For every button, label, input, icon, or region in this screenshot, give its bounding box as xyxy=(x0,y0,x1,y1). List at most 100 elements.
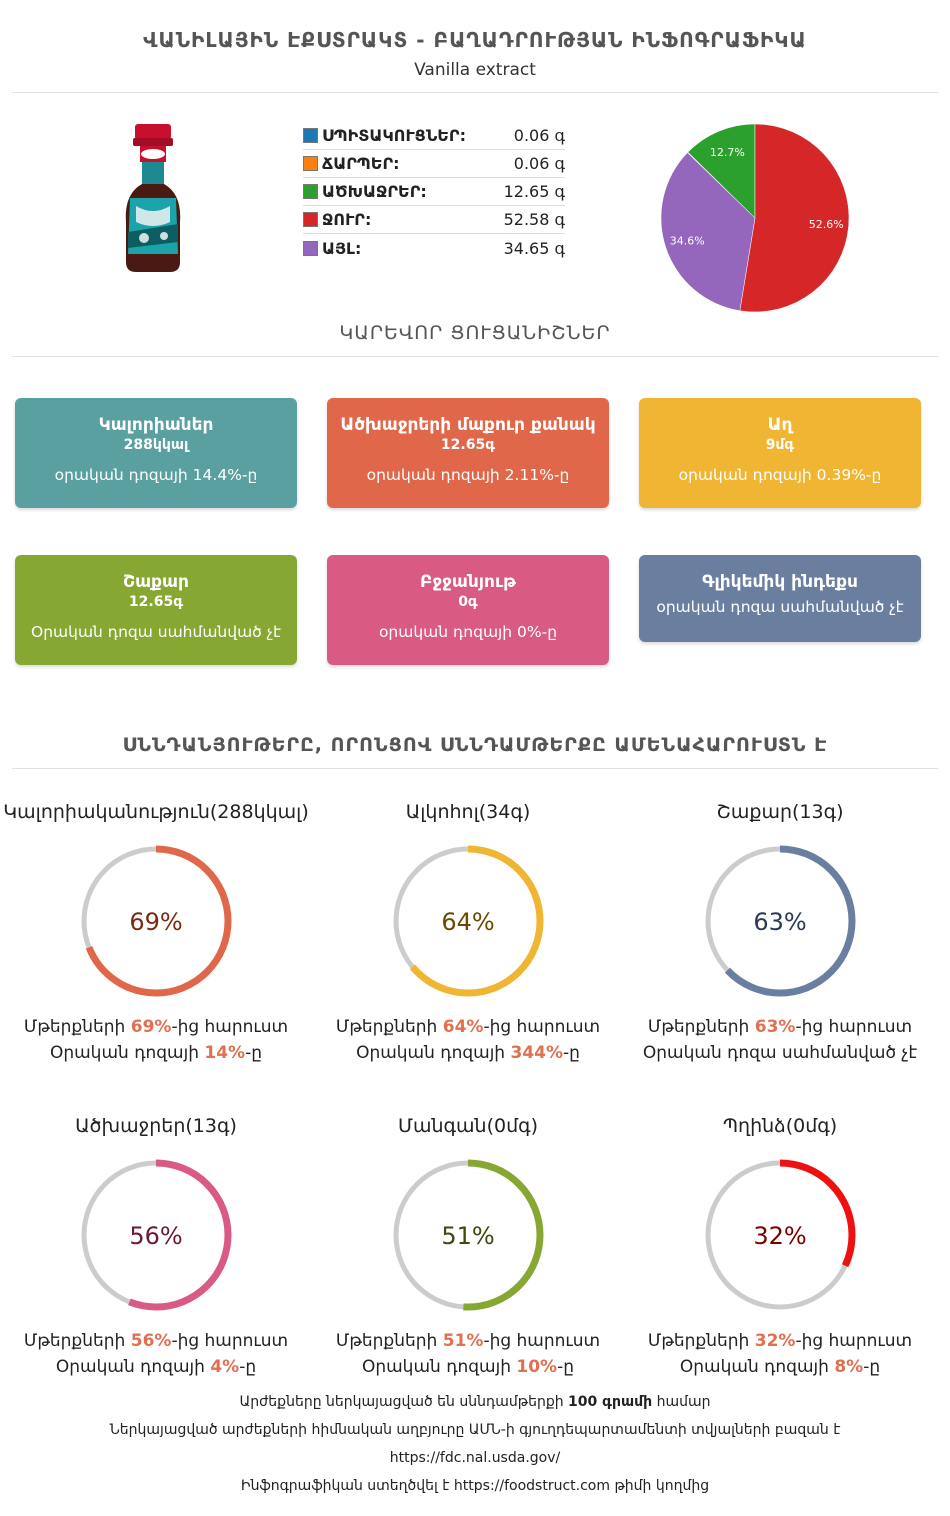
pie-slice-label: 52.6% xyxy=(809,218,844,231)
donut-title: Պղինձ(0մգ) xyxy=(722,1115,838,1137)
card-daily: Օրական դոզա սահմանված չէ xyxy=(31,623,281,641)
card-name: Բջջանյութ xyxy=(420,572,516,592)
donut-chart: 69% xyxy=(80,845,232,997)
donut-percent-label: 51% xyxy=(441,1222,494,1250)
donut-percent-label: 63% xyxy=(753,908,806,936)
composition-value: 34.65 գ xyxy=(503,238,565,258)
card-amount: 12.65գ xyxy=(128,594,184,610)
carbs-swatch xyxy=(303,184,318,199)
card-net-carbs: Ածխաջրերի մաքուր քանակ 12.65գ օրական դոզ… xyxy=(327,398,609,508)
donut-title: Ալկոհոլ(34գ) xyxy=(405,801,531,823)
pie-slice-label: 34.6% xyxy=(670,234,705,247)
pie-slice xyxy=(739,123,850,313)
donut-copper: Պղինձ(0մգ) 32% Մթերքների 32%-ից հարուստ … xyxy=(625,1111,935,1377)
donut-daily-line: Օրական դոզայի 10%-ը xyxy=(361,1357,575,1377)
donut-daily-line: Օրական դոզայի 4%-ը xyxy=(55,1357,257,1377)
donut-rank-line: Մթերքների 63%-ից հարուստ xyxy=(647,1017,913,1037)
card-name: Աղ xyxy=(767,415,793,435)
card-fiber: Բջջանյութ 0գ օրական դոզայի 0%-ը xyxy=(327,555,609,665)
card-daily: օրական դոզա սահմանված չէ xyxy=(656,598,904,616)
donut-rank-line: Մթերքների 56%-ից հարուստ xyxy=(23,1331,289,1351)
donut-title: Շաքար(13գ) xyxy=(716,801,844,823)
donut-chart: 63% xyxy=(704,845,856,997)
composition-row-carbs: ԱԾԽԱՋՐԵՐ: 12.65 գ xyxy=(303,178,565,206)
donut-daily-line: Օրական դոզայի 14%-ը xyxy=(49,1043,263,1063)
ranking-title: ՍՆՆԴԱՆՅՈՒԹԵՐԸ, ՈՐՈՆՑՈՎ ՍՆՆԴԱՄԹԵՐՔԸ ԱՄԵՆԱ… xyxy=(122,734,828,756)
card-amount: 288կկալ xyxy=(123,437,189,453)
composition-row-fat: ՃԱՐՊԵՐ: 0.06 գ xyxy=(303,150,565,178)
donut-title: Կալորիականություն(288կկալ) xyxy=(3,801,309,823)
vanilla-bottle-image xyxy=(125,124,181,272)
donut-daily-line: Օրական դոզա սահմանված չէ xyxy=(642,1043,918,1063)
card-calories: Կալորիաներ 288կկալ օրական դոզայի 14.4%-ը xyxy=(15,398,297,508)
footer-credit-link[interactable]: https://foodstruct.com xyxy=(453,1478,610,1494)
composition-value: 0.06 գ xyxy=(513,126,565,145)
donut-arc xyxy=(704,845,856,997)
card-name: Շաքար xyxy=(123,572,189,592)
donut-percent-label: 64% xyxy=(441,908,494,936)
water-swatch xyxy=(303,212,318,227)
card-daily: օրական դոզայի 0%-ը xyxy=(378,623,558,641)
composition-row-protein: ՍՊԻՏԱԿՈՒՑՆԵՐ: 0.06 գ xyxy=(303,122,565,150)
donut-carbs: Ածխաջրեր(13գ) 56% Մթերքների 56%-ից հարու… xyxy=(1,1111,311,1377)
card-sugar: Շաքար 12.65գ Օրական դոզա սահմանված չէ xyxy=(15,555,297,665)
pie-slice xyxy=(660,152,756,312)
card-name: Գլիկեմիկ ինդեքս xyxy=(702,572,858,592)
composition-label: ԱԾԽԱՋՐԵՐ: xyxy=(322,182,427,201)
donut-chart: 56% xyxy=(80,1159,232,1311)
composition-value: 0.06 գ xyxy=(513,154,565,173)
composition-pie-chart: 12.7% 52.6% 34.6% xyxy=(660,123,850,313)
donut-arc xyxy=(392,1159,544,1311)
divider xyxy=(12,92,938,93)
divider xyxy=(12,356,938,357)
donut-arc xyxy=(80,1159,232,1311)
donut-rank-line: Մթերքների 32%-ից հարուստ xyxy=(647,1331,913,1351)
card-daily: օրական դոզայի 14.4%-ը xyxy=(54,466,258,484)
donut-chart: 64% xyxy=(392,845,544,997)
composition-table: ՍՊԻՏԱԿՈՒՑՆԵՐ: 0.06 գ ՃԱՐՊԵՐ: 0.06 գ ԱԾԽԱ… xyxy=(303,122,565,262)
composition-value: 12.65 գ xyxy=(503,182,565,201)
donut-arc xyxy=(80,845,232,997)
card-daily: օրական դոզայի 2.11%-ը xyxy=(366,466,570,484)
card-salt: Աղ 9մգ օրական դոզայի 0.39%-ը xyxy=(639,398,921,508)
donut-alcohol: Ալկոհոլ(34գ) 64% Մթերքների 64%-ից հարուս… xyxy=(313,797,623,1063)
footer-source: Ներկայացված արժեքների հիմնական աղբյուրը … xyxy=(109,1422,841,1438)
card-daily: օրական դոզայի 0.39%-ը xyxy=(678,466,882,484)
pie-slice xyxy=(687,123,756,219)
donut-title: Մանգան(0մգ) xyxy=(397,1115,539,1137)
page-subtitle: Vanilla extract xyxy=(414,60,536,80)
key-facts-title: ԿԱՐԵՎՈՐ ՑՈՒՑԱՆԻՇՆԵՐ xyxy=(339,322,611,344)
donut-sugar: Շաքար(13գ) 63% Մթերքների 63%-ից հարուստ … xyxy=(625,797,935,1063)
card-name: Կալորիաներ xyxy=(98,415,214,435)
footer-note: Արժեքները ներկայացված են սննդամթերքի 100… xyxy=(239,1394,711,1410)
composition-value: 52.58 գ xyxy=(503,210,565,229)
donut-percent-label: 32% xyxy=(753,1222,806,1250)
card-amount: 12.65գ xyxy=(440,437,496,453)
fat-swatch xyxy=(303,156,318,171)
donut-rank-line: Մթերքների 69%-ից հարուստ xyxy=(23,1017,289,1037)
donut-daily-line: Օրական դոզայի 344%-ը xyxy=(356,1043,580,1063)
footer-source-link[interactable]: https://fdc.nal.usda.gov/ xyxy=(389,1450,561,1466)
page-title: ՎԱՆԻԼԱՅԻՆ ԷՔՍՏՐԱԿՏ - ԲԱՂԱԴՐՈՒԹՅԱՆ ԻՆՖՈԳՐ… xyxy=(143,28,807,52)
donut-chart: 32% xyxy=(704,1159,856,1311)
donut-percent-label: 69% xyxy=(129,908,182,936)
footer-credit: Ինֆոգրաֆիկան ստեղծվել է https://foodstru… xyxy=(240,1478,710,1494)
composition-label: ՍՊԻՏԱԿՈՒՑՆԵՐ: xyxy=(322,126,466,145)
divider xyxy=(12,768,938,769)
other-swatch xyxy=(303,240,318,256)
card-amount: 9մգ xyxy=(765,437,795,453)
composition-label: ՋՈՒՐ: xyxy=(322,210,372,229)
composition-row-water: ՋՈՒՐ: 52.58 գ xyxy=(303,206,565,234)
donut-title: Ածխաջրեր(13գ) xyxy=(75,1115,237,1137)
donut-manganese: Մանգան(0մգ) 51% Մթերքների 51%-ից հարուստ… xyxy=(313,1111,623,1377)
donut-arc xyxy=(392,845,544,997)
protein-swatch xyxy=(303,128,318,143)
card-glycemic-index: Գլիկեմիկ ինդեքս օրական դոզա սահմանված չէ xyxy=(639,555,921,642)
composition-row-other: ԱՅԼ: 34.65 գ xyxy=(303,234,565,262)
donut-rank-line: Մթերքների 51%-ից հարուստ xyxy=(335,1331,601,1351)
donut-percent-label: 56% xyxy=(129,1222,182,1250)
composition-label: ԱՅԼ: xyxy=(322,238,362,258)
donut-calories: Կալորիականություն(288կկալ) 69% Մթերքների… xyxy=(1,797,311,1063)
donut-rank-line: Մթերքների 64%-ից հարուստ xyxy=(335,1017,601,1037)
donut-arc xyxy=(704,1159,856,1311)
